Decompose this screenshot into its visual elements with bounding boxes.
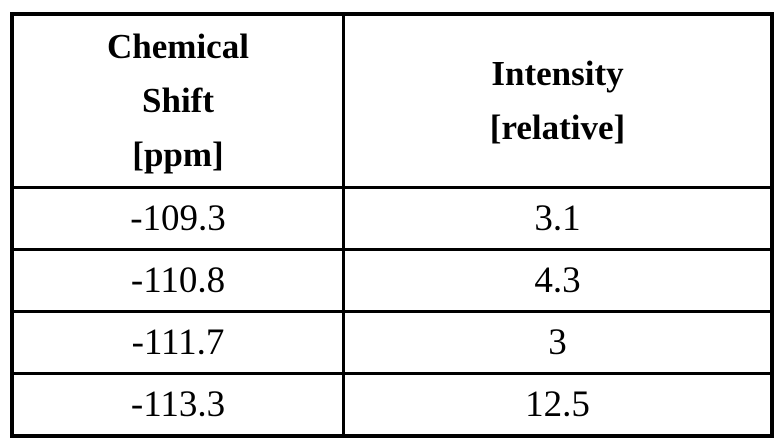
cell-shift: -109.3: [10, 186, 345, 251]
table-header-row: Chemical Shift [ppm] Intensity [relative…: [10, 12, 774, 189]
cell-intensity: 4.3: [342, 248, 774, 313]
cell-intensity: 3: [342, 310, 774, 375]
cell-intensity: 3.1: [342, 186, 774, 251]
cell-shift: -113.3: [10, 372, 345, 438]
cell-shift: -111.7: [10, 310, 345, 375]
table-row: -110.8 4.3: [10, 248, 774, 313]
nmr-data-table-container: Chemical Shift [ppm] Intensity [relative…: [10, 12, 774, 438]
table-row: -109.3 3.1: [10, 186, 774, 251]
header-chemical-shift: Chemical Shift [ppm]: [10, 12, 345, 189]
table-row: -113.3 12.5: [10, 372, 774, 438]
cell-intensity: 12.5: [342, 372, 774, 438]
nmr-data-table: Chemical Shift [ppm] Intensity [relative…: [10, 12, 774, 438]
table-row: -111.7 3: [10, 310, 774, 375]
header-intensity: Intensity [relative]: [342, 12, 774, 189]
cell-shift: -110.8: [10, 248, 345, 313]
